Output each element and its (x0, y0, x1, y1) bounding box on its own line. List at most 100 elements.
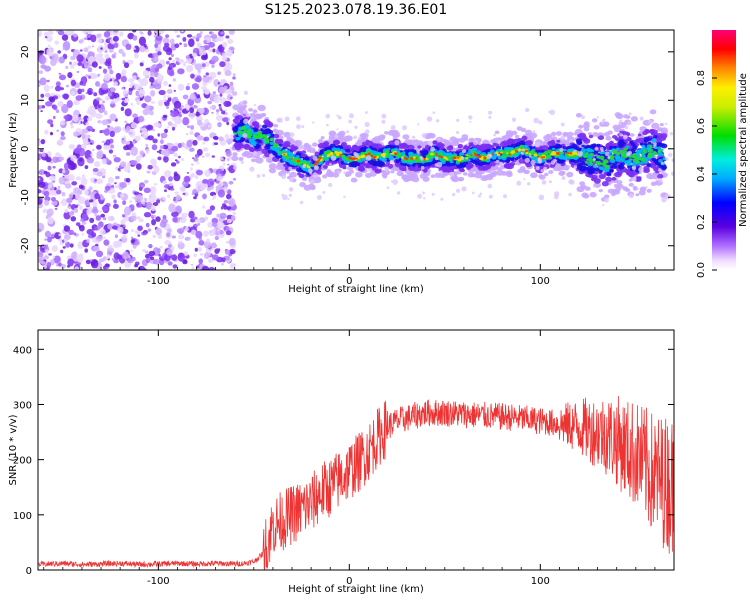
signal-speck (398, 171, 404, 176)
noise-speck (128, 90, 133, 96)
noise-speck (172, 264, 178, 269)
noise-speck (155, 227, 162, 236)
signal-speck (281, 150, 285, 153)
noise-speck (73, 131, 80, 137)
signal-speck (302, 167, 308, 172)
signal-speck (383, 164, 388, 168)
signal-speck (349, 169, 355, 174)
noise-speck (87, 90, 93, 95)
noise-speck (202, 155, 205, 158)
noise-speck (140, 127, 148, 134)
signal-speck (651, 122, 660, 129)
noise-speck (212, 91, 216, 95)
signal-speck (423, 149, 427, 153)
noise-speck (154, 30, 162, 34)
noise-speck (154, 56, 159, 62)
noise-speck (51, 245, 58, 252)
noise-speck (103, 144, 111, 150)
noise-speck (42, 208, 48, 214)
noise-speck (97, 104, 101, 109)
noise-speck (203, 230, 209, 237)
signal-speck (609, 155, 615, 159)
noise-speck (96, 97, 101, 101)
signal-speck (651, 138, 657, 143)
noise-speck (164, 240, 172, 245)
noise-speck (218, 106, 222, 110)
signal-speck (627, 164, 633, 169)
signal-speck (429, 156, 433, 159)
noise-speck (75, 222, 81, 227)
noise-speck (215, 36, 222, 42)
noise-speck (208, 229, 216, 237)
signal-speck (247, 129, 252, 133)
noise-speck (134, 264, 139, 268)
noise-speck (84, 134, 91, 139)
signal-speck (593, 125, 600, 130)
noise-speck (167, 121, 173, 126)
noise-speck (125, 177, 131, 183)
noise-speck (44, 255, 49, 260)
noise-speck (104, 50, 108, 53)
noise-speck (73, 33, 78, 38)
noise-speck (38, 189, 42, 194)
signal-speck (490, 139, 497, 144)
noise-speck (78, 196, 86, 204)
noise-speck (201, 193, 208, 200)
noise-speck (111, 194, 116, 200)
signal-speck (276, 146, 282, 151)
signal-speck (588, 173, 594, 178)
noise-speck (197, 247, 203, 252)
noise-speck (185, 55, 191, 60)
signal-speck (256, 131, 261, 135)
noise-speck (90, 34, 97, 43)
noise-speck (186, 82, 191, 86)
noise-speck (220, 31, 224, 35)
signal-speck (421, 151, 426, 156)
signal-speck (377, 135, 385, 141)
signal-speck (388, 156, 395, 161)
noise-speck (47, 216, 54, 225)
noise-speck (225, 230, 232, 236)
signal-speck (520, 127, 527, 133)
noise-speck (75, 204, 78, 208)
noise-speck (132, 30, 137, 33)
noise-speck (145, 124, 154, 131)
noise-speck (159, 145, 164, 150)
signal-speck (629, 140, 634, 144)
signal-speck (596, 155, 601, 159)
noise-speck (140, 184, 145, 188)
signal-speck (657, 151, 664, 157)
noise-speck (189, 93, 196, 101)
noise-speck (97, 38, 103, 44)
noise-speck (51, 200, 58, 206)
signal-speck (273, 143, 279, 148)
signal-speck (620, 162, 625, 166)
signal-speck (238, 130, 243, 135)
signal-speck (274, 138, 280, 143)
signal-speck (538, 174, 544, 179)
signal-speck (656, 142, 663, 147)
signal-speck (248, 107, 254, 112)
signal-speck (283, 141, 291, 147)
noise-speck (162, 114, 168, 119)
signal-speck (458, 167, 465, 172)
noise-speck (226, 189, 232, 195)
noise-speck (101, 82, 108, 91)
noise-speck (124, 108, 132, 117)
noise-speck (97, 53, 104, 58)
signal-speck (616, 152, 621, 156)
noise-speck (111, 258, 115, 261)
signal-speck (526, 140, 533, 146)
signal-speck (336, 147, 340, 151)
noise-speck (164, 189, 167, 193)
noise-speck (70, 79, 77, 86)
noise-speck (222, 41, 228, 48)
noise-speck (121, 52, 126, 57)
noise-speck (50, 131, 53, 136)
signal-speck (273, 124, 279, 128)
noise-speck (91, 208, 99, 214)
noise-speck (190, 229, 197, 236)
signal-speck (630, 116, 638, 122)
signal-speck (612, 150, 618, 154)
signal-speck (592, 164, 598, 169)
